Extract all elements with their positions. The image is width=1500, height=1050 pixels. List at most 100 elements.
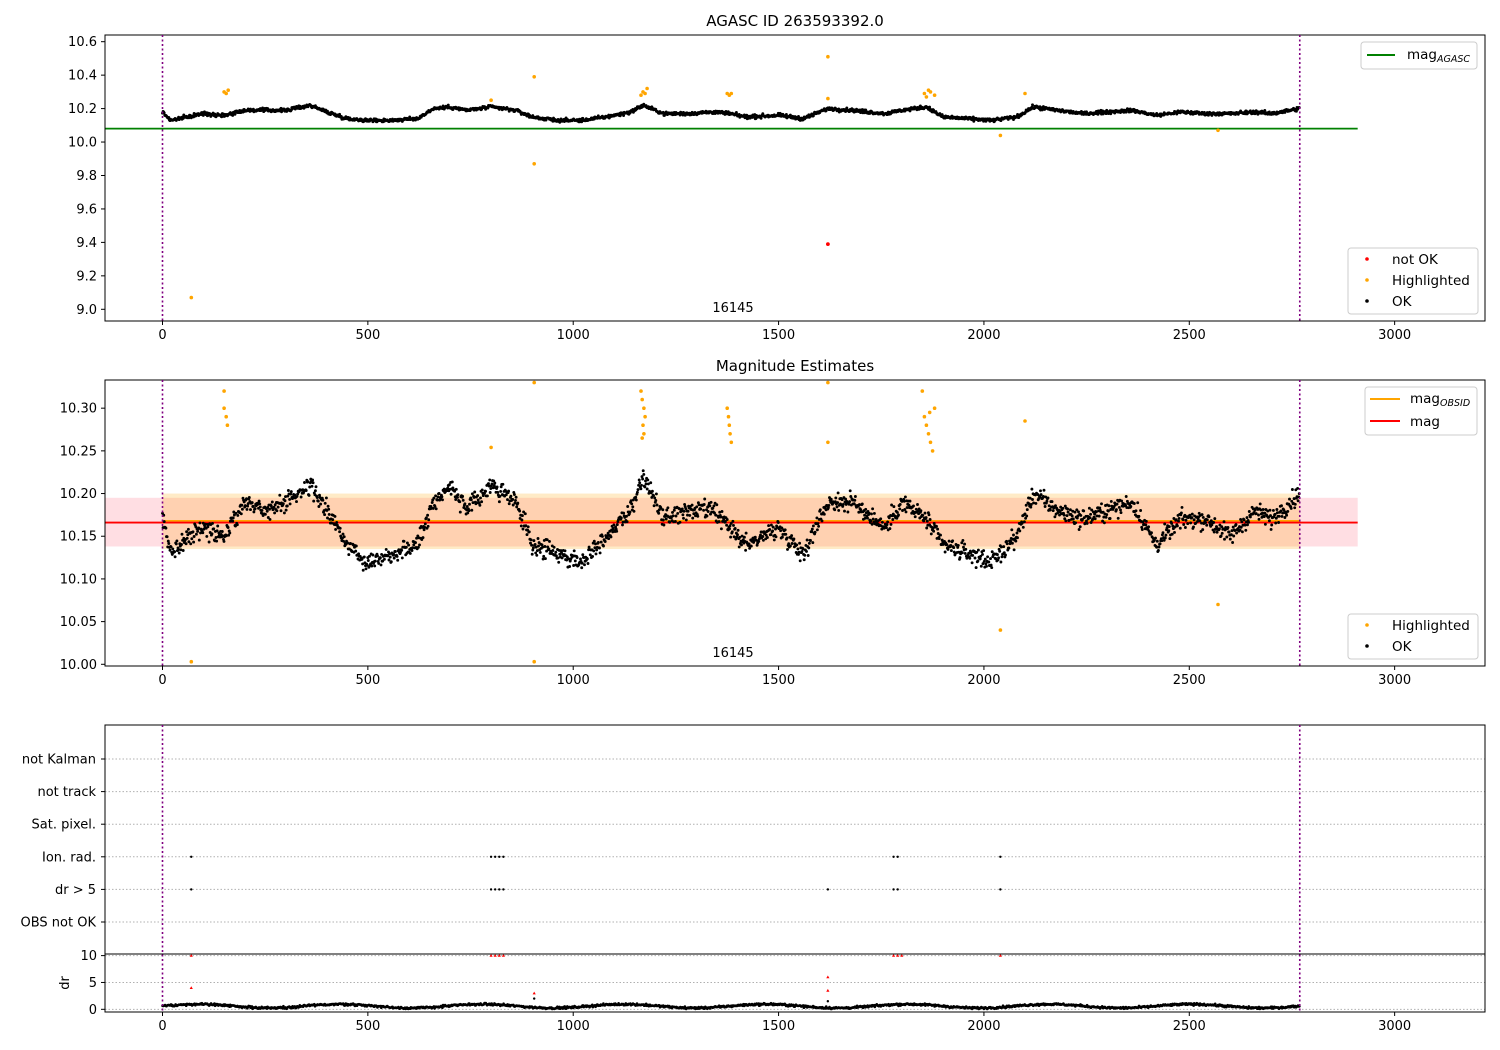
ok-point	[233, 112, 237, 116]
ok-point	[487, 484, 491, 488]
flag-point	[493, 888, 497, 891]
highlighted-point	[643, 414, 647, 419]
ok-point	[220, 530, 224, 533]
ok-point	[1262, 515, 1266, 519]
ok-point	[786, 547, 789, 551]
ok-point	[1293, 506, 1297, 510]
ok-point	[923, 511, 927, 515]
ok-point	[1223, 537, 1226, 541]
ok-point	[1117, 505, 1121, 509]
ok-point	[674, 514, 678, 518]
ok-point	[541, 545, 545, 549]
y-tick-label: 10.30	[60, 402, 97, 417]
ok-point	[836, 491, 840, 495]
ok-point	[476, 498, 480, 502]
ok-point	[1277, 521, 1281, 524]
highlighted-point	[998, 133, 1003, 138]
ok-point	[916, 503, 919, 506]
ok-point	[852, 502, 856, 506]
ok-point	[1280, 514, 1284, 518]
ok-point	[1155, 539, 1159, 543]
ok-point	[1186, 522, 1190, 526]
ok-point	[720, 510, 724, 513]
ok-point	[283, 499, 287, 503]
ok-point	[252, 510, 256, 514]
ok-point	[541, 557, 545, 561]
ok-point	[802, 558, 806, 562]
x-tick-label: 1500	[762, 328, 795, 343]
ok-point	[286, 489, 290, 492]
ok-point	[180, 532, 184, 536]
ok-point	[657, 511, 661, 515]
ok-point	[411, 546, 415, 550]
ok-point	[404, 545, 408, 549]
legend-highlighted: Highlighted	[1392, 273, 1470, 289]
ok-point	[1077, 528, 1081, 531]
ok-point	[684, 518, 688, 522]
ok-point	[1031, 103, 1034, 107]
ok-point	[1002, 545, 1006, 549]
ok-point	[600, 534, 604, 538]
ok-point	[634, 498, 638, 502]
ok-point	[276, 505, 280, 509]
ok-point	[801, 547, 805, 551]
y-tick-label: 10.6	[68, 35, 97, 50]
ok-point	[1253, 508, 1257, 512]
ok-point	[1263, 522, 1267, 526]
x-tick-label: 1500	[762, 673, 795, 688]
ok-point	[506, 498, 509, 502]
ok-point	[499, 485, 503, 489]
highlighted-point	[640, 436, 644, 440]
ok-point	[295, 494, 299, 498]
flag-point	[489, 888, 493, 891]
ok-point	[243, 504, 247, 508]
highlighted-point	[927, 410, 932, 415]
ok-point	[688, 513, 692, 517]
ok-point	[469, 498, 473, 502]
ok-point	[214, 536, 218, 539]
ok-point	[480, 488, 484, 492]
ok-point	[311, 478, 315, 482]
ok-point	[497, 500, 501, 504]
ok-point	[848, 500, 852, 504]
ok-point	[266, 506, 270, 509]
ok-point	[361, 568, 365, 572]
ok-point	[1164, 533, 1168, 537]
ok-point	[1269, 527, 1273, 531]
ok-point	[719, 527, 723, 531]
y-tick-label: 10.10	[60, 572, 97, 587]
ok-point	[654, 492, 658, 496]
ok-point	[1124, 110, 1128, 114]
ok-point	[921, 513, 925, 517]
ok-point	[498, 494, 502, 498]
ok-point	[186, 527, 190, 531]
ok-point	[299, 495, 303, 499]
ok-point	[587, 545, 591, 549]
ok-point	[310, 484, 314, 488]
ok-point	[888, 527, 892, 531]
ok-point	[1168, 537, 1172, 541]
highlighted-point	[932, 93, 937, 97]
ok-point	[981, 552, 984, 556]
ok-point	[757, 539, 761, 543]
ok-point	[947, 539, 951, 543]
ok-point	[1242, 518, 1246, 522]
ok-point	[317, 505, 321, 508]
ok-point	[1065, 514, 1069, 518]
ok-point	[1093, 517, 1097, 521]
ok-point	[834, 496, 838, 500]
ok-point	[666, 506, 670, 510]
ok-point	[165, 535, 169, 539]
ok-point	[1061, 506, 1065, 510]
ok-point	[1034, 501, 1038, 505]
flag-label: OBS not OK	[21, 916, 97, 931]
ok-point	[376, 554, 379, 558]
ok-point	[725, 518, 729, 521]
ok-point	[513, 501, 517, 505]
ok-point	[904, 510, 908, 514]
highlighted-point	[727, 423, 732, 428]
ok-point	[815, 528, 819, 532]
ok-point	[1227, 530, 1231, 534]
ok-point	[607, 537, 611, 541]
ok-point	[456, 495, 459, 499]
